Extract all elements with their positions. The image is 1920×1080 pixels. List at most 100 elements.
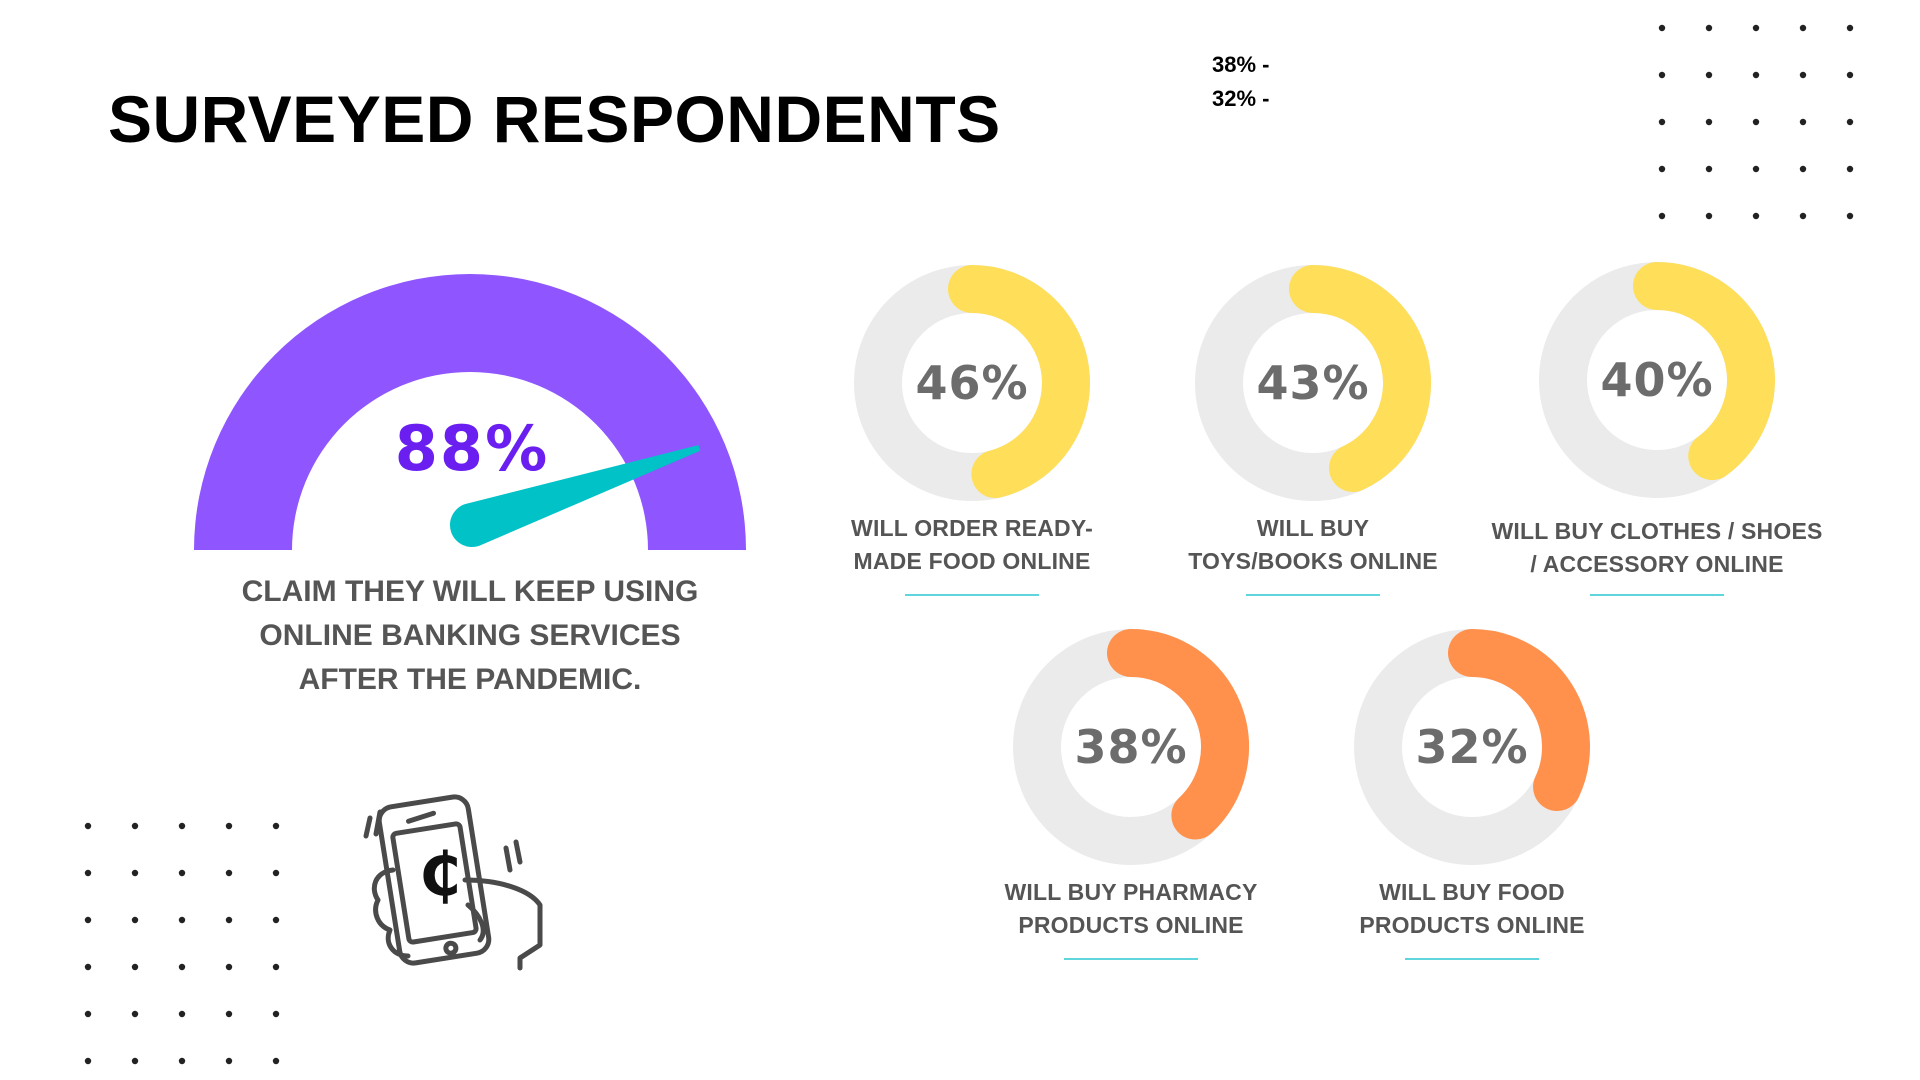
decorative-dot bbox=[1658, 212, 1666, 220]
donut-segment bbox=[1633, 262, 1775, 481]
stray-label: 38% - bbox=[1212, 52, 1270, 77]
donut-caption-line: WILL BUY FOOD bbox=[1379, 879, 1565, 905]
decorative-dot bbox=[84, 916, 92, 924]
donut-value-label: 32% bbox=[1415, 720, 1528, 774]
gauge-chart: 88% bbox=[194, 274, 746, 550]
decorative-dot bbox=[272, 869, 280, 877]
decorative-dot bbox=[131, 1010, 139, 1018]
decorative-dot bbox=[1752, 71, 1760, 79]
decorative-dot bbox=[225, 869, 233, 877]
decorative-dot bbox=[272, 963, 280, 971]
donut-chart: 46% bbox=[854, 265, 1090, 501]
decorative-dot bbox=[1846, 118, 1854, 126]
decorative-dot bbox=[131, 916, 139, 924]
donut-caption-line: WILL BUY bbox=[1256, 515, 1370, 541]
decorative-dot bbox=[1658, 165, 1666, 173]
decorative-dot bbox=[1658, 24, 1666, 32]
decorative-dot bbox=[84, 1010, 92, 1018]
decorative-dot bbox=[178, 1057, 186, 1065]
donut-caption-line: MADE FOOD ONLINE bbox=[853, 548, 1091, 574]
donut-caption-line: WILL BUY CLOTHES / SHOES bbox=[1491, 518, 1823, 544]
donut-caption-line: WILL BUY PHARMACY bbox=[1004, 879, 1258, 905]
donut-caption-line: / ACCESSORY ONLINE bbox=[1530, 551, 1784, 577]
decorative-dot bbox=[1705, 165, 1713, 173]
decorative-dot bbox=[84, 1057, 92, 1065]
donut-chart: 38% bbox=[1013, 629, 1249, 865]
donut-charts: 46% 43% 40% 38% 32% bbox=[854, 262, 1775, 865]
decorative-dot bbox=[1799, 24, 1807, 32]
donut-value-label: 38% bbox=[1074, 720, 1187, 774]
decorative-dot bbox=[1658, 118, 1666, 126]
decorative-dot bbox=[272, 822, 280, 830]
gauge-needle bbox=[449, 445, 701, 548]
decorative-dot bbox=[84, 869, 92, 877]
gauge-caption-line: AFTER THE PANDEMIC. bbox=[298, 663, 642, 696]
decorative-dot bbox=[1846, 24, 1854, 32]
gauge-caption-line: CLAIM THEY WILL KEEP USING bbox=[241, 575, 699, 608]
decorative-dot bbox=[1705, 118, 1713, 126]
decorative-dot bbox=[131, 822, 139, 830]
decorative-dot bbox=[1846, 212, 1854, 220]
donut-segment bbox=[1107, 629, 1249, 840]
decorative-dot bbox=[84, 822, 92, 830]
donut-value-label: 40% bbox=[1600, 353, 1713, 407]
page-title: SURVEYED RESPONDENTS bbox=[108, 82, 1001, 156]
decorative-dot bbox=[272, 1057, 280, 1065]
donut-segment bbox=[1448, 629, 1590, 812]
stray-label: 32% - bbox=[1212, 86, 1270, 111]
caption-underline bbox=[1590, 594, 1724, 596]
stray-labels: 38% - 32% - bbox=[1212, 48, 1269, 116]
decorative-dot bbox=[1799, 118, 1807, 126]
donut-caption: WILL ORDER READY- MADE FOOD ONLINE bbox=[762, 512, 1182, 578]
decorative-dot bbox=[1846, 71, 1854, 79]
dot-grid-top-right bbox=[1658, 24, 1854, 220]
caption-underline bbox=[1246, 594, 1380, 596]
gauge-caption-line: ONLINE BANKING SERVICES bbox=[259, 619, 681, 652]
caption-underline bbox=[905, 594, 1039, 596]
donut-caption-line: PRODUCTS ONLINE bbox=[1359, 912, 1585, 938]
hand-holding-phone-icon: ₵ bbox=[363, 794, 543, 971]
decorative-dot bbox=[84, 963, 92, 971]
decorative-dot bbox=[178, 963, 186, 971]
decorative-dot bbox=[178, 1010, 186, 1018]
donut-caption-line: WILL ORDER READY- bbox=[851, 515, 1093, 541]
currency-symbol: ₵ bbox=[419, 840, 461, 910]
donut-caption-line: PRODUCTS ONLINE bbox=[1018, 912, 1244, 938]
donut-caption: WILL BUY PHARMACY PRODUCTS ONLINE bbox=[921, 876, 1341, 942]
decorative-dot bbox=[272, 1010, 280, 1018]
gauge-value-label: 88% bbox=[395, 412, 549, 485]
donut-chart: 43% bbox=[1195, 265, 1431, 501]
donut-chart: 40% bbox=[1539, 262, 1775, 498]
donut-value-label: 43% bbox=[1256, 356, 1369, 410]
dot-grid-bottom-left bbox=[84, 822, 280, 1065]
decorative-dot bbox=[1752, 165, 1760, 173]
donut-segment bbox=[1289, 265, 1431, 493]
donut-caption: WILL BUY TOYS/BOOKS ONLINE bbox=[1103, 512, 1523, 578]
donut-chart: 32% bbox=[1354, 629, 1590, 865]
donut-caption: WILL BUY FOOD PRODUCTS ONLINE bbox=[1262, 876, 1682, 942]
decorative-dot bbox=[178, 822, 186, 830]
donut-value-label: 46% bbox=[915, 356, 1028, 410]
donut-segment bbox=[948, 265, 1090, 499]
decorative-dot bbox=[272, 916, 280, 924]
decorative-dot bbox=[225, 963, 233, 971]
decorative-dot bbox=[1705, 212, 1713, 220]
decorative-dot bbox=[1799, 212, 1807, 220]
decorative-dot bbox=[225, 1057, 233, 1065]
decorative-dot bbox=[131, 963, 139, 971]
decorative-dot bbox=[131, 869, 139, 877]
decorative-dot bbox=[1799, 165, 1807, 173]
decorative-dot bbox=[1705, 24, 1713, 32]
decorative-dot bbox=[1752, 118, 1760, 126]
caption-underline bbox=[1405, 958, 1539, 960]
decorative-dot bbox=[131, 1057, 139, 1065]
decorative-dot bbox=[178, 916, 186, 924]
decorative-dot bbox=[1846, 165, 1854, 173]
decorative-dot bbox=[225, 822, 233, 830]
decorative-dot bbox=[1705, 71, 1713, 79]
donut-caption-line: TOYS/BOOKS ONLINE bbox=[1188, 548, 1438, 574]
decorative-dot bbox=[1752, 212, 1760, 220]
decorative-dot bbox=[1799, 71, 1807, 79]
gauge-caption: CLAIM THEY WILL KEEP USING ONLINE BANKIN… bbox=[170, 570, 770, 702]
